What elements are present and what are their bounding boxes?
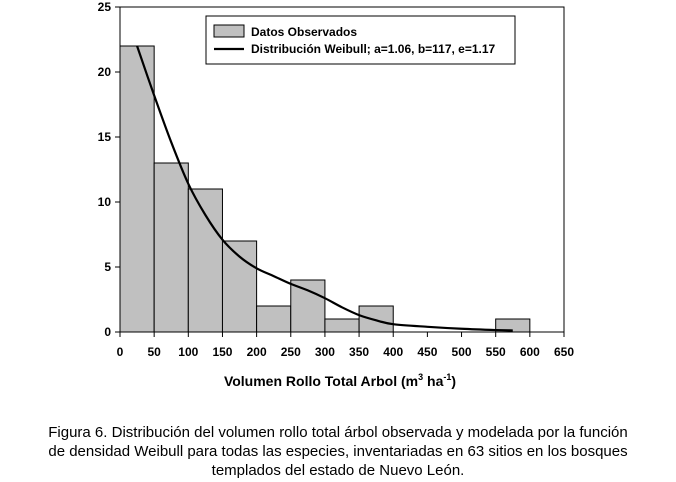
histogram-bar	[358, 305, 394, 333]
histogram-bar	[153, 162, 189, 333]
x-tick-label: 550	[486, 345, 506, 359]
x-tick-label: 650	[554, 345, 574, 359]
x-tick-label: 500	[452, 345, 472, 359]
x-tick-label: 250	[281, 345, 301, 359]
figure-caption: Figura 6. Distribución del volumen rollo…	[0, 423, 676, 480]
histogram-bar	[221, 240, 258, 333]
x-tick-label: 150	[212, 345, 232, 359]
y-tick-label: 15	[98, 130, 112, 144]
x-tick-label: 100	[178, 345, 198, 359]
weibull-histogram-chart: 0 50 100 150 200 250 300 350 400 450 500 550 600 650 0…	[98, 0, 575, 389]
x-tick-label: 200	[247, 345, 267, 359]
y-tick-label: 5	[104, 260, 111, 274]
plot-frame	[119, 6, 565, 333]
legend-label-observed: Datos Observados	[251, 25, 357, 39]
y-tick-label: 25	[98, 0, 112, 14]
x-tick-label: 600	[520, 345, 540, 359]
x-tick-label: 50	[147, 345, 161, 359]
histogram-bar	[290, 279, 326, 333]
y-tick-label: 10	[98, 195, 112, 209]
x-tick-label: 450	[417, 345, 437, 359]
legend-box	[205, 15, 516, 65]
x-tick-label: 300	[315, 345, 335, 359]
x-tick-label: 350	[349, 345, 369, 359]
caption-line-1: Figura 6. Distribución del volumen rollo…	[48, 424, 628, 441]
x-axis-label: Volumen Rollo Total Arbol (m3 ha-1)	[224, 372, 456, 389]
histogram-bar	[187, 188, 223, 333]
legend-swatch-bars	[213, 24, 245, 38]
caption-line-3: templados del estado de Nuevo León.	[211, 462, 465, 479]
legend-label-weibull: Distribución Weibull; a=1.06, b=117, e=1…	[251, 42, 496, 56]
histogram-bar	[324, 318, 360, 333]
caption-line-2: de densidad Weibull para todas las espec…	[48, 443, 628, 460]
x-tick-label: 400	[383, 345, 403, 359]
legend: Datos Observados Distribución Weibull; a…	[205, 15, 516, 65]
weibull-curve-line	[136, 45, 513, 332]
histogram-bar	[119, 45, 155, 333]
y-tick-label: 20	[98, 65, 112, 79]
y-tick-label: 0	[104, 325, 111, 339]
histogram-bars	[119, 45, 531, 333]
x-tick-label: 0	[117, 345, 124, 359]
axes: 0 50 100 150 200 250 300 350 400 450 500 550 600 650 0…	[98, 0, 575, 359]
histogram-bar	[256, 305, 292, 333]
